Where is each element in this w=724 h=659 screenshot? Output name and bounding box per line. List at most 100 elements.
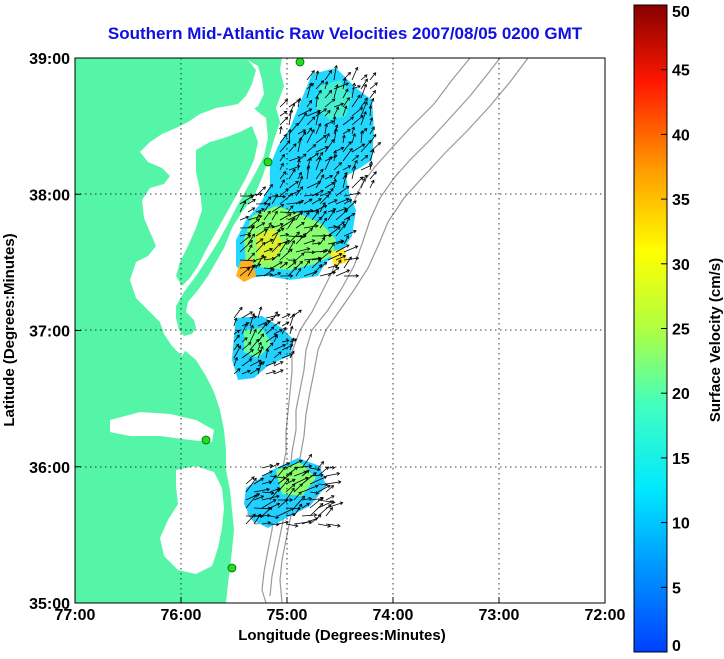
velocity-arrowhead bbox=[288, 472, 293, 476]
velocity-arrow bbox=[335, 224, 346, 237]
velocity-arrowhead bbox=[239, 306, 243, 311]
velocity-arrow bbox=[293, 483, 303, 493]
velocity-arrowhead bbox=[269, 183, 273, 188]
velocity-arrowhead bbox=[319, 168, 324, 173]
velocity-arrow bbox=[255, 228, 268, 237]
velocity-arrow bbox=[297, 129, 306, 135]
velocity-arrow bbox=[311, 189, 324, 197]
velocity-arrow bbox=[285, 466, 298, 477]
velocity-arrowhead bbox=[338, 162, 343, 166]
velocity-arrow bbox=[271, 253, 281, 261]
velocity-arrowhead bbox=[302, 233, 307, 237]
velocity-arrowhead bbox=[286, 313, 291, 317]
velocity-arrow bbox=[257, 323, 267, 335]
velocity-arrowhead bbox=[328, 89, 333, 94]
velocity-arrow bbox=[303, 198, 313, 205]
velocity-arrowhead bbox=[295, 122, 299, 127]
velocity-arrowhead bbox=[277, 242, 282, 247]
velocity-arrow bbox=[279, 116, 288, 126]
velocity-arrow bbox=[247, 244, 253, 253]
velocity-arrow bbox=[273, 334, 278, 343]
colorbar-tick-label: 25 bbox=[672, 322, 690, 339]
velocity-arrow bbox=[360, 101, 368, 117]
velocity-arrow bbox=[295, 200, 304, 205]
velocity-arrowhead bbox=[339, 501, 344, 506]
velocity-arrowhead bbox=[364, 154, 369, 159]
velocity-arrow bbox=[303, 212, 310, 221]
velocity-arrowhead bbox=[298, 171, 302, 176]
velocity-arrow bbox=[297, 131, 307, 144]
velocity-arrow bbox=[257, 320, 270, 327]
x-axis: 77:00 76:00 75:00 74:00 73:00 72:00 bbox=[55, 597, 626, 624]
velocity-arrowhead bbox=[323, 204, 328, 209]
velocity-arrow bbox=[285, 523, 298, 527]
x-tick-label: 77:00 bbox=[55, 607, 96, 624]
velocity-arrowhead bbox=[371, 149, 375, 153]
velocity-arrow bbox=[301, 485, 319, 493]
velocity-arrow bbox=[288, 143, 297, 153]
velocity-arrowhead bbox=[280, 369, 284, 373]
velocity-arrowhead bbox=[320, 189, 324, 194]
velocity-arrow bbox=[241, 311, 253, 319]
velocity-arrowhead bbox=[369, 160, 373, 165]
velocity-arrow bbox=[273, 329, 283, 335]
velocity-arrowhead bbox=[296, 231, 300, 236]
velocity-arrow bbox=[343, 256, 352, 269]
velocity-arrowhead bbox=[306, 164, 311, 169]
velocity-arrowhead bbox=[289, 274, 294, 278]
velocity-arrow bbox=[351, 67, 358, 81]
velocity-arrow bbox=[287, 190, 300, 197]
velocity-arrowhead bbox=[308, 82, 313, 87]
velocity-arrow bbox=[279, 99, 288, 108]
velocity-arrowhead bbox=[363, 128, 368, 132]
velocity-arrow bbox=[249, 368, 260, 375]
velocity-arrowhead bbox=[251, 233, 255, 238]
velocity-arrowhead bbox=[313, 472, 317, 476]
velocity-arrow bbox=[277, 499, 288, 509]
velocity-arrow bbox=[293, 491, 302, 501]
velocity-arrowhead bbox=[289, 344, 294, 348]
velocity-arrowhead bbox=[338, 252, 343, 257]
velocity-arrow bbox=[273, 321, 281, 327]
velocity-arrowhead bbox=[291, 337, 295, 342]
velocity-arrowhead bbox=[280, 227, 285, 232]
velocity-arrow bbox=[255, 254, 264, 269]
velocity-arrowhead bbox=[257, 513, 261, 518]
velocity-arrowhead bbox=[308, 157, 312, 161]
velocity-arrowhead bbox=[353, 200, 357, 204]
velocity-arrowhead bbox=[311, 129, 315, 133]
velocity-arrow bbox=[239, 216, 249, 221]
velocity-arrow bbox=[273, 369, 284, 375]
velocity-arrowhead bbox=[345, 197, 350, 202]
velocity-arrowhead bbox=[351, 126, 356, 131]
velocity-arrow bbox=[324, 133, 330, 144]
velocity-arrowhead bbox=[301, 222, 305, 226]
velocity-arrowhead bbox=[298, 491, 302, 495]
velocity-arrowhead bbox=[326, 484, 331, 489]
velocity-arrow bbox=[360, 97, 368, 108]
velocity-arrowhead bbox=[276, 488, 280, 492]
velocity-arrow bbox=[319, 217, 328, 229]
velocity-arrowhead bbox=[290, 507, 295, 512]
velocity-arrow bbox=[247, 252, 255, 261]
velocity-arrowhead bbox=[262, 186, 266, 190]
velocity-arrowhead bbox=[341, 221, 346, 225]
velocity-arrow bbox=[333, 116, 336, 126]
velocity-arrow bbox=[342, 175, 347, 189]
velocity-arrow bbox=[369, 149, 374, 162]
velocity-arrow bbox=[263, 258, 275, 261]
velocity-arrowhead bbox=[350, 116, 355, 121]
velocity-arrowhead bbox=[279, 222, 284, 227]
velocity-arrow bbox=[335, 269, 350, 277]
velocity-arrowhead bbox=[343, 207, 348, 211]
velocity-arrow bbox=[233, 307, 243, 319]
velocity-arrow bbox=[269, 488, 280, 501]
velocity-arrowhead bbox=[336, 472, 341, 476]
velocity-arrowhead bbox=[248, 358, 253, 362]
velocity-arrowhead bbox=[252, 513, 256, 518]
velocity-arrow bbox=[311, 257, 322, 261]
velocity-arrow bbox=[311, 216, 322, 229]
velocity-arrowhead bbox=[247, 369, 251, 374]
x-tick-label: 74:00 bbox=[373, 607, 414, 624]
velocity-arrowhead bbox=[302, 153, 307, 158]
